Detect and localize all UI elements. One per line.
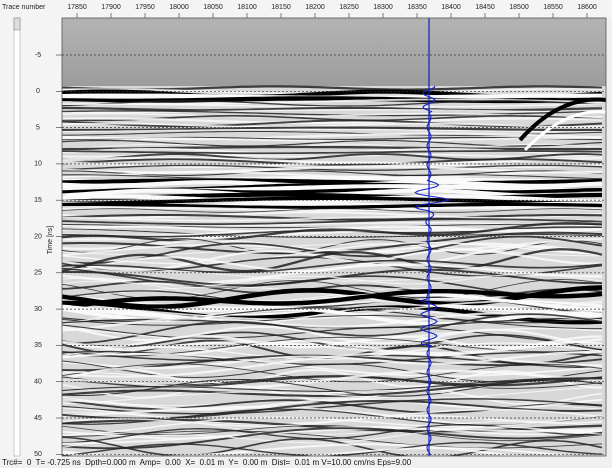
y-tick-label: 25 [34, 270, 42, 277]
x-tick-label: 17950 [135, 4, 155, 11]
scroll-thumb[interactable] [14, 18, 20, 30]
x-tick-label: 18350 [407, 4, 427, 11]
y-tick-label: 40 [34, 379, 42, 386]
x-tick-label: 18250 [339, 4, 359, 11]
x-tick-label: 18150 [271, 4, 291, 11]
x-tick-label: 17900 [101, 4, 121, 11]
x-tick-label: 17850 [67, 4, 87, 11]
y-tick-label: 5 [36, 124, 40, 131]
y-tick-label: 0 [36, 88, 40, 95]
x-tick-label: 18600 [577, 4, 597, 11]
y-tick-label: -5 [35, 52, 41, 59]
x-tick-label: 18300 [373, 4, 393, 11]
x-tick-label: 18500 [509, 4, 529, 11]
x-axis-label: Trace number [2, 4, 46, 11]
x-tick-label: 18450 [475, 4, 495, 11]
y-tick-label: 30 [34, 306, 42, 313]
x-tick-label: 18050 [203, 4, 223, 11]
status-bar: Trc#= 0 T= -0.725 ns Dpth=0.000 m Amp= 0… [0, 458, 612, 468]
y-axis-label: Time [ns] [47, 226, 54, 255]
y-tick-label: 15 [34, 197, 42, 204]
scroll-track[interactable] [14, 18, 20, 456]
y-tick-label: 50 [34, 451, 42, 458]
x-tick-label: 18400 [441, 4, 461, 11]
x-tick-label: 18000 [169, 4, 189, 11]
app-window: {"x_axis": {"label": "Trace number", "ti… [0, 0, 612, 468]
plot-area [62, 18, 606, 458]
y-tick-label: 10 [34, 161, 42, 168]
y-tick-label: 35 [34, 342, 42, 349]
y-tick-label: 45 [34, 415, 42, 422]
x-tick-label: 18200 [305, 4, 325, 11]
y-tick-label: 20 [34, 233, 42, 240]
radargram-view: Trace number Time [ns] 17850 17900 17950 18… [0, 0, 612, 458]
x-tick-label: 18550 [543, 4, 563, 11]
x-tick-label: 18100 [237, 4, 257, 11]
air-region [62, 18, 606, 86]
